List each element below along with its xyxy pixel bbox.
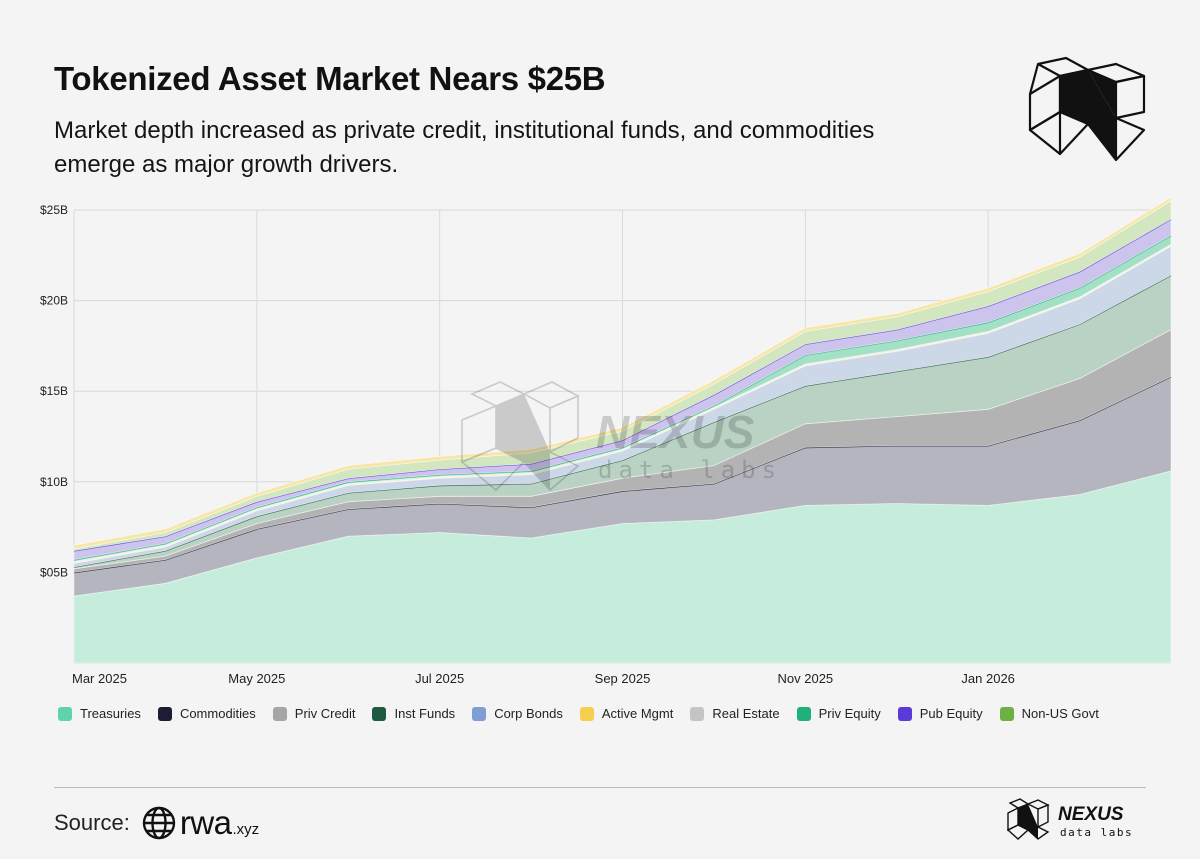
globe-icon bbox=[142, 806, 176, 840]
legend-swatch bbox=[897, 706, 912, 721]
y-tick-label: $15B bbox=[40, 384, 68, 398]
legend-item: Corp Bonds bbox=[472, 706, 563, 721]
legend-item: Commodities bbox=[157, 706, 256, 721]
legend-swatch bbox=[999, 706, 1014, 721]
legend-label: Priv Credit bbox=[294, 706, 356, 721]
x-tick-label: Mar 2025 bbox=[72, 671, 127, 686]
y-tick-label: $20B bbox=[40, 294, 68, 308]
legend-item: Active Mgmt bbox=[579, 706, 674, 721]
legend-label: Commodities bbox=[179, 706, 256, 721]
legend-item: Non-US Govt bbox=[999, 706, 1099, 721]
legend-item: Priv Equity bbox=[796, 706, 881, 721]
y-tick-label: $10B bbox=[40, 475, 68, 489]
legend-item: Treasuries bbox=[58, 706, 141, 721]
nexus-footer-logo: NEXUS data labs bbox=[1006, 798, 1133, 840]
legend-swatch bbox=[157, 706, 172, 721]
legend-swatch bbox=[472, 706, 487, 721]
x-tick-label: Nov 2025 bbox=[778, 671, 834, 686]
x-tick-label: Sep 2025 bbox=[595, 671, 651, 686]
chart-legend: Treasuries Commodities Priv Credit Inst Fun… bbox=[58, 706, 1178, 721]
legend-item: Real Estate bbox=[690, 706, 780, 721]
footer-brand-tagline: data labs bbox=[1060, 826, 1133, 839]
legend-label: Priv Equity bbox=[818, 706, 881, 721]
x-tick-label: May 2025 bbox=[228, 671, 285, 686]
nexus-logo-icon bbox=[1028, 56, 1146, 162]
legend-label: Inst Funds bbox=[394, 706, 456, 721]
x-tick-label: Jul 2025 bbox=[415, 671, 464, 686]
legend-label: Corp Bonds bbox=[494, 706, 563, 721]
legend-swatch bbox=[796, 706, 811, 721]
svg-text:NEXUS: NEXUS bbox=[596, 406, 755, 458]
legend-item: Priv Credit bbox=[272, 706, 356, 721]
legend-label: Real Estate bbox=[712, 706, 780, 721]
legend-swatch bbox=[372, 706, 387, 721]
legend-swatch bbox=[690, 706, 705, 721]
area-other bbox=[73, 196, 1172, 550]
footer-brand-name: NEXUS bbox=[1058, 804, 1124, 825]
legend-label: Non-US Govt bbox=[1021, 706, 1099, 721]
source-site-tld: .xyz bbox=[232, 820, 260, 838]
footer-divider bbox=[54, 787, 1146, 788]
page-title: Tokenized Asset Market Nears $25B bbox=[54, 60, 606, 97]
source-label: Source: bbox=[54, 810, 130, 835]
legend-label: Treasuries bbox=[80, 706, 141, 721]
legend-item: Pub Equity bbox=[897, 706, 983, 721]
x-tick-label: Jan 2026 bbox=[961, 671, 1015, 686]
legend-swatch bbox=[272, 706, 287, 721]
legend-swatch bbox=[579, 706, 594, 721]
source-credit: Source: rwa .xyz bbox=[54, 804, 259, 842]
svg-text:data labs: data labs bbox=[598, 456, 782, 484]
source-site-name: rwa bbox=[179, 804, 232, 841]
page-subtitle: Market depth increased as private credit… bbox=[54, 117, 875, 178]
legend-item: Inst Funds bbox=[372, 706, 455, 721]
stacked-area-chart: $05B $10B $15B $20B $25B Mar 2025 May 2025 Jul … bbox=[40, 196, 1172, 686]
y-tick-label: $25B bbox=[40, 203, 68, 217]
legend-swatch bbox=[58, 706, 72, 721]
legend-label: Pub Equity bbox=[919, 706, 983, 721]
legend-label: Active Mgmt bbox=[601, 706, 674, 721]
y-tick-label: $05B bbox=[40, 565, 68, 579]
